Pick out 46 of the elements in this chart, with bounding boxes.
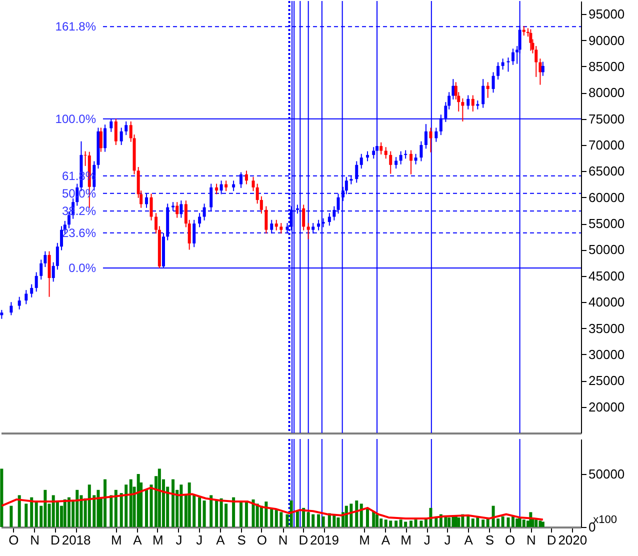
y-tick-label: 35000 bbox=[588, 320, 625, 336]
x-tick-label: J bbox=[196, 532, 203, 548]
y-tick-label: 80000 bbox=[588, 85, 625, 100]
y-tick-label: 45000 bbox=[588, 268, 625, 284]
y-tick-label: 90000 bbox=[588, 32, 625, 48]
x-tick-label: M bbox=[359, 532, 370, 548]
annotation: 0.0% bbox=[68, 261, 96, 276]
x-tick-label: 2020 bbox=[558, 532, 588, 548]
y-tick-label: 75000 bbox=[588, 111, 625, 126]
x-tick-label: 2018 bbox=[62, 532, 91, 548]
x-tick-label: D bbox=[298, 532, 308, 548]
y-tick-label: 20000 bbox=[588, 399, 625, 414]
y-tick-label: 60000 bbox=[588, 190, 625, 205]
annotation: 161.8% bbox=[55, 20, 96, 34]
y-tick-label: 50000 bbox=[588, 242, 625, 258]
x-tick-label: S bbox=[237, 532, 246, 548]
x-tick-label: O bbox=[8, 532, 19, 548]
y-tick-label: 40000 bbox=[588, 294, 625, 310]
x-tick-label: S bbox=[485, 532, 494, 548]
y-tick-label: 70000 bbox=[588, 138, 625, 152]
y-tick-label: 50000 bbox=[588, 466, 625, 482]
annotation: 100.0% bbox=[55, 112, 96, 126]
x-tick-label: A bbox=[464, 532, 474, 548]
x-tick-label: J bbox=[444, 532, 451, 548]
x-tick-label: N bbox=[526, 532, 536, 548]
y-tick-label: 65000 bbox=[588, 164, 625, 179]
x-tick-label: 2019 bbox=[310, 532, 339, 548]
x-tick-label: N bbox=[278, 532, 288, 548]
x-tick-label: A bbox=[216, 532, 226, 548]
y-tick-label: 55000 bbox=[588, 216, 625, 232]
x-tick-label: J bbox=[176, 532, 182, 548]
x-tick-label: A bbox=[133, 532, 142, 548]
y-tick-label: 85000 bbox=[588, 58, 625, 74]
x-tick-label: M bbox=[152, 532, 164, 548]
x-tick-label: N bbox=[30, 532, 40, 548]
y-tick-label: 25000 bbox=[588, 373, 625, 388]
x-tick-label: O bbox=[256, 532, 267, 548]
x-tick-label: D bbox=[546, 532, 556, 548]
x-tick-label: J bbox=[424, 532, 430, 548]
x-tick-label: D bbox=[50, 532, 60, 548]
y-tick-label: 30000 bbox=[588, 346, 625, 362]
y-tick-label: 95000 bbox=[588, 6, 625, 22]
x-tick-label: O bbox=[505, 532, 516, 548]
x-tick-label: M bbox=[400, 532, 412, 548]
x-tick-label: M bbox=[110, 532, 122, 548]
x-tick-label: A bbox=[381, 532, 390, 548]
